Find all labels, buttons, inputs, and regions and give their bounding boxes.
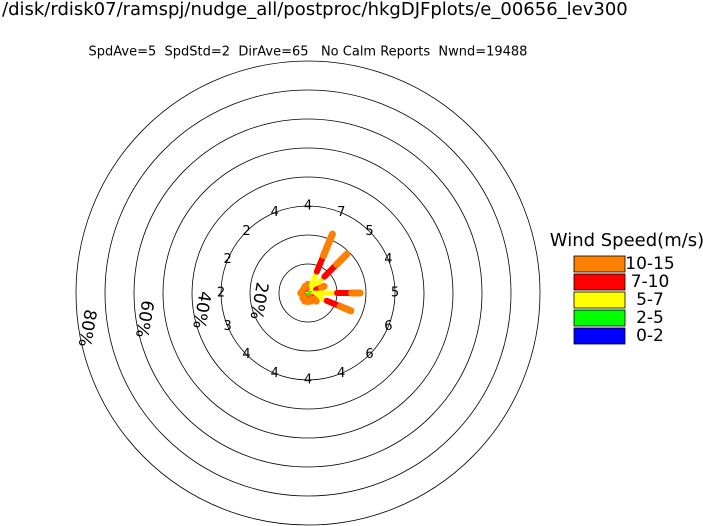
grid-ring xyxy=(75,60,541,526)
ring-label: 20% xyxy=(245,280,271,321)
chart-title: /disk/rdisk07/ramspj/nudge_all/postproc/… xyxy=(2,0,628,20)
speed-label: 2 xyxy=(217,286,225,301)
legend-label: 2-5 xyxy=(636,308,664,328)
speed-label: 7 xyxy=(337,205,345,220)
grid-ring xyxy=(220,205,396,381)
legend-label: 7-10 xyxy=(631,272,670,292)
petal-segment xyxy=(317,282,328,291)
legend-swatch xyxy=(573,255,626,273)
grid-ring xyxy=(133,118,483,468)
speed-label: 4 xyxy=(304,373,312,388)
speed-label: 2 xyxy=(242,224,250,239)
petal-segment xyxy=(336,302,355,315)
chart-subtitle: SpdAve=5 SpdStd=2 DirAve=65 No Calm Repo… xyxy=(89,45,528,60)
grid-ring xyxy=(162,147,454,439)
speed-label: 4 xyxy=(271,205,279,220)
grid-ring xyxy=(249,234,367,352)
speed-label: 4 xyxy=(242,347,250,362)
speed-label: 4 xyxy=(384,252,392,267)
grid-ring xyxy=(104,89,512,497)
speed-label: 4 xyxy=(304,199,312,214)
legend-label: 10-15 xyxy=(625,254,674,274)
legend-title: Wind Speed(m/s) xyxy=(550,230,703,251)
legend-swatch xyxy=(573,309,626,327)
speed-label: 3 xyxy=(223,319,231,334)
speed-label: 4 xyxy=(271,366,279,381)
petal-segment xyxy=(320,230,336,259)
legend-swatch xyxy=(573,291,626,309)
speed-label: 4 xyxy=(337,366,345,381)
ring-label: 80% xyxy=(74,308,100,349)
petal-segment xyxy=(301,282,310,292)
legend-label: 0-2 xyxy=(636,326,664,346)
petal-segment xyxy=(310,295,320,305)
speed-label: 6 xyxy=(365,347,373,362)
speed-label: 5 xyxy=(365,224,373,239)
speed-label: 6 xyxy=(384,319,392,334)
grid-ring xyxy=(191,176,425,410)
ring-label: 60% xyxy=(131,299,157,340)
legend-swatch xyxy=(573,327,626,345)
legend-swatch xyxy=(573,273,626,291)
speed-label: 2 xyxy=(223,252,231,267)
petal-segment xyxy=(333,250,351,268)
speed-label: 5 xyxy=(391,286,399,301)
legend-label: 5-7 xyxy=(636,290,664,310)
